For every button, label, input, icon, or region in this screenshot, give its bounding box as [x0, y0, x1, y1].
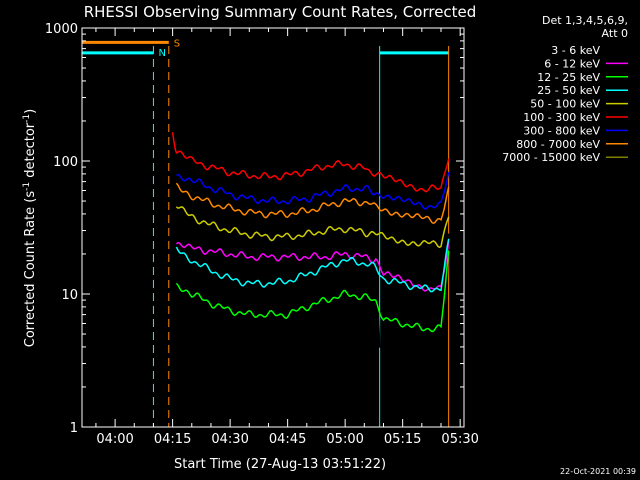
- flag-label-N: N: [158, 48, 165, 59]
- legend-header-line2: Att 0: [602, 27, 628, 40]
- x-axis: 04:00 04:15 04:30 04:45 05:00 05:15 05:30: [95, 28, 479, 447]
- legend-label: 800 - 7000 keV: [516, 138, 600, 151]
- series-line: [175, 238, 450, 293]
- y-axis: 1 10 100 1000: [45, 22, 464, 436]
- series-line: [175, 206, 450, 249]
- y-tick-label: 10: [61, 288, 78, 303]
- x-tick-label: 05:30: [441, 432, 478, 447]
- x-tick-label: 05:00: [326, 432, 363, 447]
- series-line: [176, 171, 450, 210]
- y-axis-label: Corrected Count Rate (s-1 detector-1): [22, 109, 38, 347]
- plot-frame: [81, 27, 465, 428]
- x-tick-label: 04:00: [96, 432, 133, 447]
- series-line: [176, 241, 450, 292]
- legend-header-line1: Det 1,3,4,5,6,9,: [542, 14, 628, 27]
- x-axis-label: Start Time (27-Aug-13 03:51:22): [174, 457, 386, 472]
- x-tick-label: 04:30: [211, 432, 248, 447]
- y-tick-label: 100: [53, 155, 78, 170]
- flag-label-S: S: [174, 38, 180, 49]
- series-line: [171, 132, 450, 193]
- y-tick-label: 1: [70, 421, 78, 436]
- legend-label: 25 - 50 keV: [537, 84, 600, 97]
- legend-label: 300 - 800 keV: [523, 124, 600, 137]
- series-line: [175, 182, 450, 225]
- legend-label: 50 - 100 keV: [530, 98, 600, 111]
- series-line: [175, 250, 450, 333]
- series-line: [175, 227, 450, 366]
- legend-label: 6 - 12 keV: [544, 57, 600, 70]
- footer-timestamp: 22-Oct-2021 00:39: [560, 467, 636, 476]
- legend-label: 12 - 25 keV: [537, 71, 600, 84]
- legend-label: 100 - 300 keV: [523, 111, 600, 124]
- x-tick-label: 04:15: [154, 432, 191, 447]
- chart-title: RHESSI Observing Summary Count Rates, Co…: [84, 3, 477, 21]
- y-tick-label: 1000: [45, 22, 78, 37]
- legend-label: 3 - 6 keV: [551, 44, 600, 57]
- x-tick-label: 04:45: [269, 432, 306, 447]
- flag-lines: NS: [82, 38, 450, 427]
- x-tick-label: 05:15: [384, 432, 421, 447]
- series-lines: [171, 132, 450, 366]
- legend-label: 7000 - 15000 keV: [502, 151, 600, 164]
